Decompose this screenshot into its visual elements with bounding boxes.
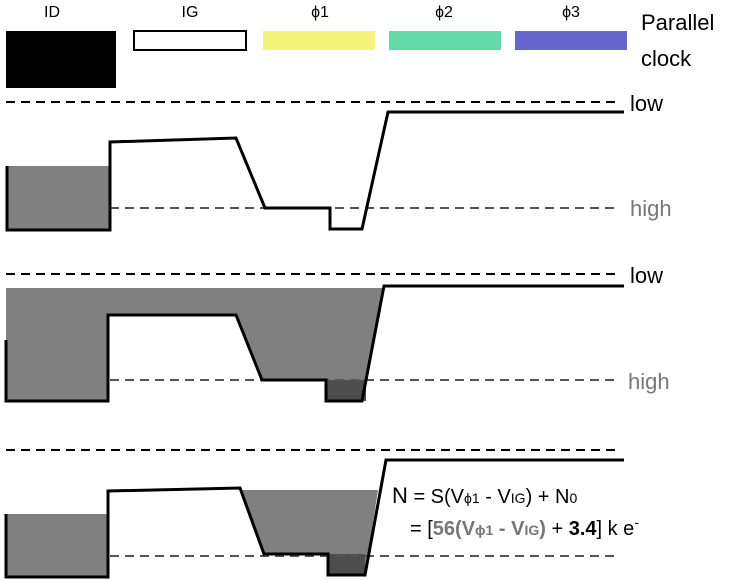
high-level-label: high — [628, 369, 670, 394]
eq2-phi: ϕ1 — [475, 522, 493, 538]
potential-profile — [4, 284, 624, 403]
eq-ig: IG — [511, 490, 526, 506]
id-charge-fill — [6, 514, 108, 577]
legend: ID IG ϕ1 ϕ2 ϕ3 Parallel clock — [6, 4, 714, 88]
eq2-close: ) — [539, 518, 546, 540]
eq2-units: ] k e — [597, 518, 635, 540]
eq-phi: ϕ1 — [464, 490, 480, 506]
potential-profile — [5, 110, 624, 232]
low-level-label: low — [630, 91, 663, 116]
legend-phi2-label: ϕ2 — [435, 4, 453, 21]
legend-parallel-label: Parallel — [641, 10, 714, 35]
legend-phi2-swatch — [389, 31, 501, 50]
potential-profile — [4, 458, 624, 579]
eq2-paren: (V — [455, 518, 476, 540]
legend-phi1-swatch — [263, 31, 375, 50]
equation-line-1: N = S(Vϕ1 - VIG) + N0 — [392, 483, 577, 508]
eq2-ig: IG — [524, 522, 539, 538]
eq2-offset: 3.4 — [569, 518, 598, 540]
eq-zero: 0 — [569, 490, 577, 506]
legend-clock-label: clock — [641, 46, 692, 71]
eq-s: = S(V — [408, 486, 465, 508]
eq-n: N — [392, 483, 408, 508]
equation-line-2: = [56(Vϕ1 - VIG) + 3.4] k e- — [410, 514, 639, 540]
panel-2: low high — [4, 263, 670, 403]
high-level-label: high — [630, 196, 672, 221]
eq-plus: ) + N — [526, 486, 570, 508]
eq2-minus: - V — [493, 518, 525, 540]
legend-id-label: ID — [44, 4, 60, 21]
panel-3 — [4, 449, 624, 579]
equation: N = S(Vϕ1 - VIG) + N0 = [56(Vϕ1 - VIG) +… — [392, 483, 639, 540]
eq2-coef: 56 — [433, 518, 455, 540]
charge-fill — [6, 288, 384, 401]
legend-phi1-label: ϕ1 — [311, 4, 329, 21]
legend-phi3-label: ϕ3 — [562, 4, 580, 21]
id-charge-fill — [7, 166, 110, 230]
eq2-sup: - — [634, 514, 639, 530]
charge-fill-dark — [326, 380, 366, 401]
charge-fill-dark — [328, 554, 365, 575]
low-level-label: low — [630, 263, 663, 288]
panel-1: low high — [5, 91, 672, 232]
eq-minus: - V — [480, 486, 512, 508]
legend-ig-swatch — [133, 30, 247, 51]
legend-phi3-swatch — [515, 31, 627, 50]
eq2-open: = [ — [410, 518, 433, 540]
legend-ig-label: IG — [182, 4, 199, 21]
eq2-plus: + — [546, 518, 569, 540]
legend-id-swatch — [6, 31, 116, 88]
